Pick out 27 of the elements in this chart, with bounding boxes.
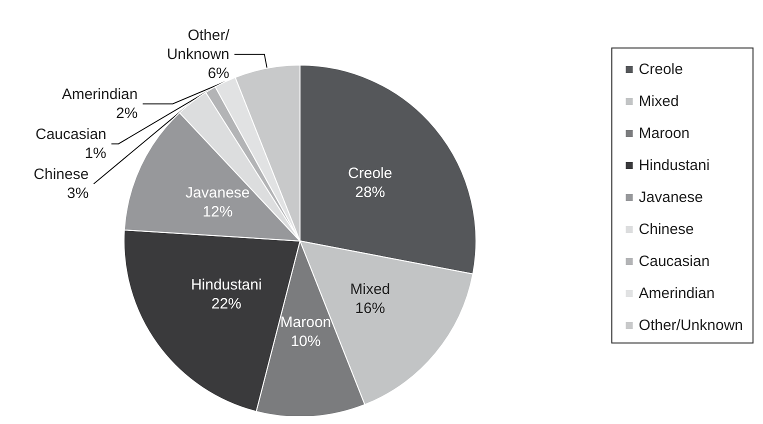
data-label: 16% bbox=[355, 300, 386, 318]
legend-label: Maroon bbox=[638, 125, 690, 142]
slice-label: Maroon bbox=[280, 314, 332, 331]
data-label: 28% bbox=[355, 184, 386, 201]
legend-label: Other/Unknown bbox=[638, 317, 743, 334]
slice-label: Hindustani bbox=[190, 276, 262, 294]
data-label: 1% bbox=[84, 144, 106, 162]
legend-label: Creole bbox=[638, 61, 683, 78]
legend-label: Chinese bbox=[638, 221, 694, 238]
legend-label: Hindustani bbox=[638, 157, 710, 174]
data-label: 22% bbox=[211, 295, 242, 312]
legend-label: Caucasian bbox=[638, 253, 710, 270]
data-label: 6% bbox=[208, 64, 230, 82]
data-label: 10% bbox=[290, 332, 321, 350]
data-label: 2% bbox=[116, 104, 138, 122]
data-label: 3% bbox=[67, 184, 89, 202]
slice-label: Javanese bbox=[186, 184, 250, 202]
slice-label: Mixed bbox=[350, 281, 390, 298]
legend-label: Mixed bbox=[638, 93, 679, 110]
slice-label: Caucasian bbox=[36, 126, 106, 143]
slice-label: Creole bbox=[348, 164, 392, 182]
legend-label: Amerindian bbox=[638, 285, 715, 302]
slice-label: Chinese bbox=[34, 166, 89, 183]
data-label: 12% bbox=[202, 203, 233, 220]
slice-label: Other/Unknown bbox=[166, 26, 230, 63]
legend-label: Javanese bbox=[638, 189, 703, 206]
slice-label: Amerindian bbox=[62, 86, 138, 103]
